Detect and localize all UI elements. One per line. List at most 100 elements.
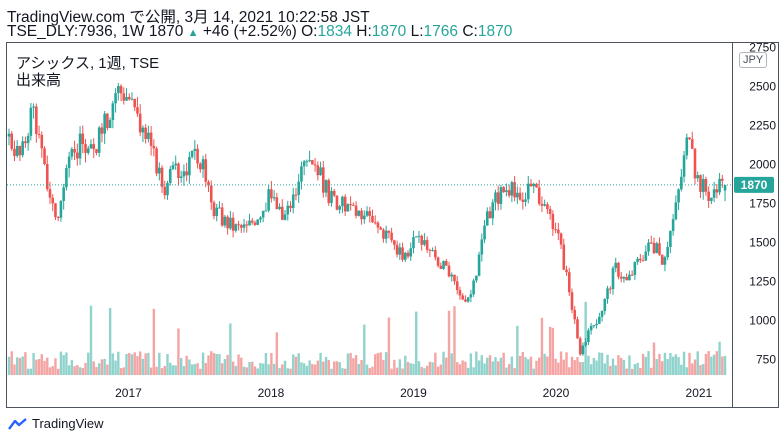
y-tick-label: 1250	[749, 275, 776, 289]
volume-bar	[445, 357, 448, 375]
volume-bar	[327, 360, 330, 375]
volume-bar	[680, 364, 683, 375]
candle-body	[658, 243, 661, 255]
volume-bar	[475, 351, 478, 375]
chart-pane[interactable]	[6, 42, 733, 408]
candle-body	[212, 202, 216, 217]
candle-body	[78, 133, 82, 159]
volume-bar	[669, 353, 672, 375]
candle-body	[300, 166, 303, 182]
candle-body	[464, 299, 467, 302]
volume-bar	[464, 361, 467, 375]
volume-bar	[294, 356, 298, 375]
candle-body	[332, 190, 336, 196]
volume-bar	[62, 355, 65, 375]
candle-body	[278, 206, 281, 210]
candle-body	[308, 160, 311, 162]
volume-bar	[24, 352, 27, 375]
volume-bar	[486, 357, 489, 375]
candle-body	[379, 227, 382, 230]
close-label: C:	[462, 23, 478, 40]
volume-bar	[324, 356, 328, 375]
volume-bar	[103, 358, 106, 375]
candle-body	[393, 240, 396, 245]
candle-body	[546, 204, 549, 210]
volume-bar	[603, 363, 606, 375]
volume-bar	[573, 360, 576, 375]
volume-bar	[352, 358, 355, 375]
volume-bar	[671, 356, 675, 375]
candle-body	[453, 274, 456, 282]
candle-body	[122, 93, 126, 101]
volume-bar	[270, 353, 273, 375]
volume-bar	[685, 367, 688, 375]
volume-bar	[37, 359, 41, 375]
volume-bar	[319, 352, 322, 375]
candle-body	[606, 288, 609, 300]
volume-bar	[245, 367, 248, 375]
volume-bar	[73, 366, 76, 375]
candle-body	[264, 210, 268, 212]
candle-body	[600, 310, 604, 317]
low-value: 1766	[423, 23, 459, 40]
volume-bar	[51, 366, 54, 375]
candle-body	[647, 242, 650, 252]
volume-bar	[710, 356, 713, 375]
volume-bar	[158, 352, 161, 375]
candle-body	[209, 185, 213, 203]
volume-bar	[338, 362, 341, 375]
candle-body	[696, 175, 700, 179]
candle-body	[384, 230, 388, 239]
volume-bar	[333, 361, 336, 375]
candle-body	[51, 197, 55, 204]
candle-body	[119, 85, 123, 94]
volume-bar	[281, 364, 284, 375]
volume-bar	[163, 365, 166, 375]
candle-body	[567, 272, 571, 293]
y-tick-label: 2250	[749, 119, 776, 133]
currency-badge[interactable]: JPY	[739, 52, 768, 68]
volume-bar	[46, 357, 49, 375]
candle-body	[630, 274, 634, 276]
candle-body	[576, 319, 579, 339]
candle-body	[671, 219, 675, 232]
volume-bar	[379, 352, 382, 375]
volume-bar	[401, 368, 404, 375]
volume-bar	[300, 362, 303, 375]
volume-bar	[210, 351, 213, 375]
volume-bar	[510, 356, 514, 375]
candle-body	[149, 132, 153, 146]
low-label: L:	[410, 23, 424, 40]
volume-bar	[119, 368, 123, 375]
candle-body	[387, 230, 391, 233]
volume-bar	[466, 367, 470, 375]
last-price: 1870	[148, 23, 184, 40]
candle-body	[261, 210, 265, 218]
volume-bar	[78, 367, 82, 375]
candle-body	[311, 160, 314, 165]
candle-body	[690, 139, 694, 149]
volume-bar	[223, 358, 227, 375]
volume-bar	[95, 367, 98, 375]
candle-body	[595, 323, 598, 326]
candle-body	[669, 231, 672, 247]
candle-body	[201, 159, 205, 170]
volume-bar	[581, 362, 585, 375]
candle-body	[313, 164, 317, 166]
volume-bar	[434, 352, 437, 375]
volume-bar	[278, 368, 281, 375]
volume-bar	[611, 358, 615, 375]
candle-body	[382, 229, 385, 239]
volume-bar	[97, 363, 101, 375]
candle-body	[633, 262, 637, 275]
candle-body	[701, 179, 705, 192]
candle-body	[267, 189, 270, 211]
candle-body	[84, 144, 87, 153]
candle-body	[56, 217, 60, 219]
candle-body	[144, 127, 147, 139]
volume-bar	[712, 354, 716, 375]
price-axis[interactable]	[733, 42, 779, 408]
candle-body	[15, 145, 19, 156]
volume-bar	[368, 368, 371, 375]
volume-bar	[267, 364, 270, 375]
